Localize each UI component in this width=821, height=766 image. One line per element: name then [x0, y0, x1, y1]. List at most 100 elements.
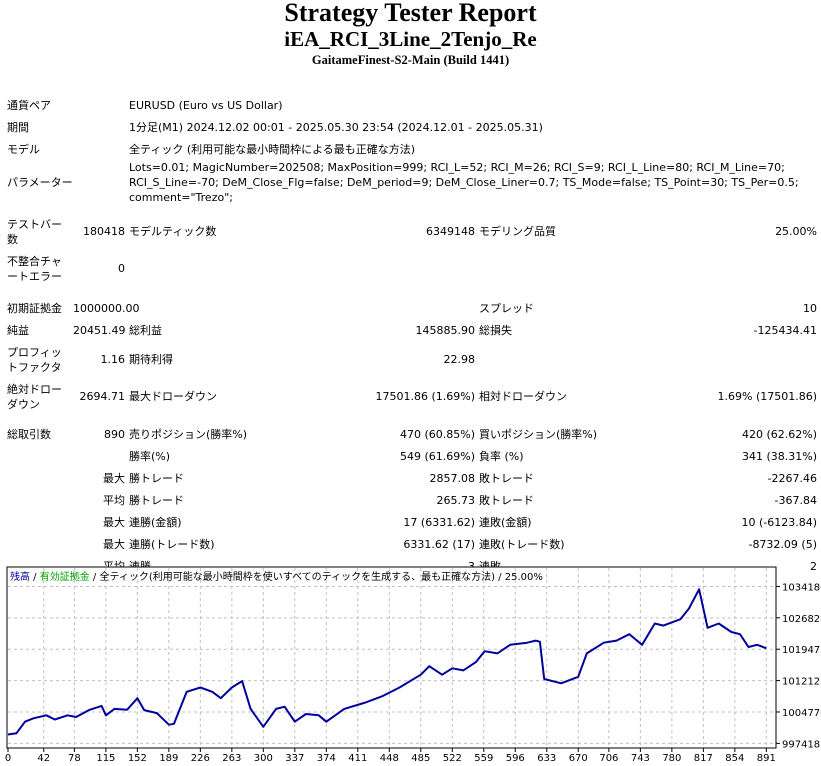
value: 470 (60.85%) [399, 427, 475, 441]
parameters: Lots=0.01; MagicNumber=202508; MaxPositi… [129, 161, 799, 204]
label: 通貨ペア [7, 98, 51, 112]
y-tick-label: 1026828 [782, 614, 821, 625]
value: 22.98 [443, 353, 476, 366]
value: 145885.90 [415, 323, 476, 337]
x-tick-label: 263 [222, 753, 241, 764]
value: 1分足(M1) 2024.12.02 00:01 - 2025.05.30 23… [129, 120, 543, 134]
legend-sep: / [30, 572, 40, 583]
label: 期待利得 [129, 353, 173, 366]
label: パラメーター [7, 176, 73, 189]
label: 勝トレード [129, 493, 184, 507]
value: 全ティック (利用可能な最小時間枠による最も正確な方法) [129, 142, 416, 156]
label: モデル [7, 142, 40, 156]
value: 420 (62.62%) [741, 427, 818, 441]
y-tick-label: 1019475 [782, 645, 821, 656]
label: 純益 [7, 323, 29, 337]
value: 2857.08 [429, 471, 476, 485]
balance-chart: 0 42 78 115 152 189 226 263 300 337 374 411 448 485 52… [5, 566, 821, 764]
value: -8732.09 (5) [748, 537, 818, 551]
label: 最大ドローダウン [129, 390, 217, 403]
x-tick-label: 596 [506, 753, 525, 764]
x-tick-label: 337 [285, 753, 304, 764]
server-build: GaitameFinest-S2-Main (Build 1441) [311, 53, 510, 67]
x-tick-label: 817 [694, 753, 713, 764]
legend-model: 全ティック(利用可能な最小時間枠を使いすべてのティックを生成する、最も正確な方法… [99, 570, 495, 583]
value: 17501.86 (1.69%) [375, 390, 475, 403]
value: 20451.49 [73, 323, 126, 337]
plot-area [6, 566, 777, 749]
value: 265.73 [436, 493, 476, 507]
x-tick-label: 115 [96, 753, 115, 764]
label: 総利益 [129, 323, 162, 337]
x-tick-label: 78 [68, 753, 81, 764]
value: 180418 [83, 225, 125, 238]
label: 平均 [103, 493, 125, 507]
value: 10 (-6123.84) [741, 515, 818, 529]
x-tick-label: 42 [37, 753, 50, 764]
y-tick-label: 997418 [782, 739, 820, 750]
value: 10 [803, 301, 818, 315]
x-tick-label: 374 [317, 753, 336, 764]
y-tick-label: 1004770 [782, 708, 821, 719]
label: プロフィットファクタ [7, 345, 62, 374]
label: 絶対ドローダウン [7, 382, 62, 411]
value: 1000000.00 [73, 301, 140, 315]
x-tick-label: 485 [411, 753, 430, 764]
value: 1.69% (17501.86) [717, 390, 818, 403]
value: 890 [104, 427, 125, 441]
value: EURUSD (Euro vs US Dollar) [129, 98, 283, 112]
value: -2267.46 [767, 471, 818, 485]
x-tick-label: 226 [191, 753, 210, 764]
legend: 残高 / 有効証拠金 / 全ティック(利用可能な最小時間枠を使いすべてのティック… [10, 570, 543, 583]
value: 2 [810, 559, 818, 573]
value: -125434.41 [753, 323, 818, 337]
label: 相対ドローダウン [479, 390, 567, 403]
y-tick-label: 1034180 [782, 582, 821, 593]
label: 期間 [7, 120, 29, 134]
label: 連勝(トレード数) [129, 537, 215, 551]
value: 3 [468, 559, 475, 573]
label: 連敗(金額) [479, 515, 532, 529]
value: 0 [118, 262, 125, 275]
x-tick-label: 300 [254, 753, 273, 764]
x-tick-label: 854 [725, 753, 744, 764]
label: 総損失 [479, 323, 512, 337]
x-tick-label: 411 [348, 753, 367, 764]
label: 敗トレード [479, 471, 534, 485]
legend-sep: / [90, 572, 100, 583]
expert-name: iEA_RCI_3Line_2Tenjo_Re [284, 27, 537, 51]
x-tick-label: 152 [128, 753, 147, 764]
label: 敗トレード [479, 493, 534, 507]
x-tick-label: 0 [5, 753, 11, 764]
x-tick-label: 670 [569, 753, 588, 764]
balance-line [7, 588, 767, 736]
x-tick-label: 189 [159, 753, 178, 764]
x-tick-label: 780 [662, 753, 681, 764]
legend-sep: / [495, 572, 505, 583]
x-tick-label: 891 [757, 753, 776, 764]
value: 341 (38.31%) [741, 449, 818, 463]
legend-quality: 25.00% [505, 572, 543, 583]
report-title: Strategy Tester Report [284, 0, 537, 27]
value: -367.84 [774, 493, 818, 507]
label: 総取引数 [7, 427, 51, 441]
label: 勝率(%) [129, 449, 171, 463]
label: 買いポジション(勝率%) [479, 427, 598, 441]
label: 最大 [103, 515, 125, 529]
x-tick-label: 706 [599, 753, 618, 764]
legend-equity: 有効証拠金 [40, 570, 90, 583]
value: 25.00% [775, 225, 818, 238]
label: 最大 [103, 471, 125, 485]
report-table: 通貨ペア EURUSD (Euro vs US Dollar) 期間 1分足(M1)… [5, 94, 819, 577]
label: 連勝(金額) [129, 515, 182, 529]
x-tick-label: 559 [474, 753, 493, 764]
label: 最大 [103, 537, 125, 551]
value: 1.16 [100, 353, 126, 366]
label: モデルティック数 [129, 225, 217, 238]
x-tick-label: 448 [380, 753, 399, 764]
label: 初期証拠金 [7, 301, 62, 315]
value: 17 (6331.62) [403, 515, 475, 529]
label: スプレッド [479, 301, 534, 315]
label: 負率 (%) [479, 449, 524, 463]
x-tick-label: 522 [443, 753, 462, 764]
